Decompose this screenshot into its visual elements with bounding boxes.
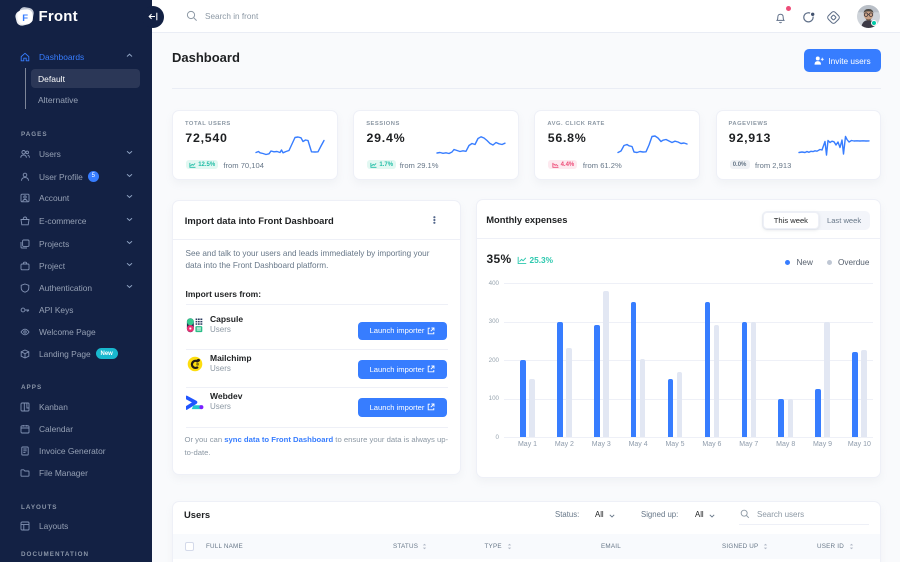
svg-text:F: F	[22, 13, 28, 24]
